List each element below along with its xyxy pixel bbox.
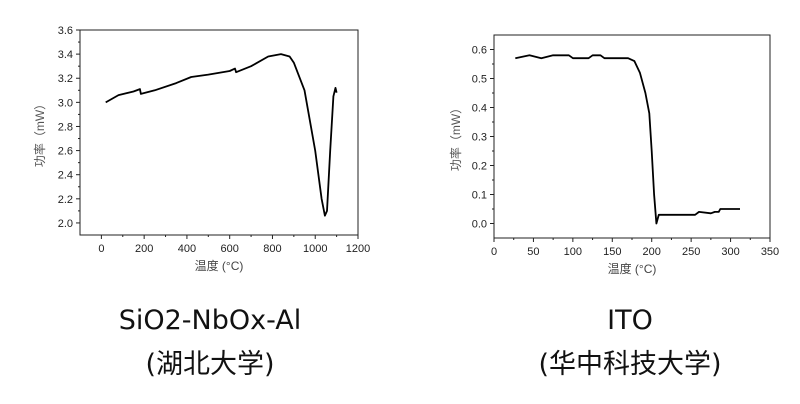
x-tick-label: 1200 bbox=[346, 243, 370, 255]
x-tick-label: 0 bbox=[491, 246, 497, 258]
y-tick-label: 3.0 bbox=[58, 97, 73, 109]
chart-2: 0 50 100 150 200 250 300 350 0.0 0.1 0.2 0.3 0.4 0.5 0… bbox=[448, 34, 779, 276]
x-tick-label: 50 bbox=[527, 246, 539, 258]
x-tick-label: 0 bbox=[98, 243, 104, 255]
y-tick-label: 3.6 bbox=[58, 25, 73, 37]
y-tick-label: 0.0 bbox=[472, 219, 487, 231]
y-tick-label: 0.2 bbox=[472, 161, 487, 173]
y-tick-label: 0.5 bbox=[472, 74, 487, 86]
x-tick-label: 1000 bbox=[303, 243, 327, 255]
y-tick-label: 0.3 bbox=[472, 132, 487, 144]
y-tick-label: 2.0 bbox=[58, 218, 73, 230]
chart2-title: ITO bbox=[607, 305, 653, 336]
y-tick-label: 0.1 bbox=[472, 190, 487, 202]
chart1-title: SiO2-NbOx-Al bbox=[118, 305, 302, 336]
x-tick-label: 350 bbox=[761, 246, 779, 258]
y-tick-label: 2.8 bbox=[58, 121, 73, 133]
series-line-SiO2-NbOx-Al bbox=[105, 53, 338, 217]
x-axis-label: 温度 (°C) bbox=[195, 258, 244, 273]
y-axis-label: 功率（mW） bbox=[448, 102, 463, 171]
x-tick-label: 200 bbox=[135, 243, 153, 255]
x-tick-label: 600 bbox=[221, 243, 239, 255]
x-tick-label: 250 bbox=[682, 246, 700, 258]
plot-frame bbox=[79, 29, 359, 236]
y-tick-label: 2.2 bbox=[58, 194, 73, 206]
y-tick-label: 2.4 bbox=[58, 170, 73, 182]
y-tick-label: 3.4 bbox=[58, 49, 73, 61]
x-tick-label: 200 bbox=[643, 246, 661, 258]
series-line-ITO bbox=[515, 54, 740, 225]
x-axis-label: 温度 (°C) bbox=[608, 261, 657, 276]
x-tick-label: 400 bbox=[178, 243, 196, 255]
y-axis-label: 功率（mW） bbox=[32, 98, 47, 167]
y-tick-label: 0.6 bbox=[472, 45, 487, 57]
y-tick-label: 3.2 bbox=[58, 73, 73, 85]
x-tick-label: 800 bbox=[263, 243, 281, 255]
y-tick-label: 0.4 bbox=[472, 103, 487, 115]
chart2-subtitle: (华中科技大学) bbox=[538, 349, 722, 380]
x-tick-label: 300 bbox=[721, 246, 739, 258]
x-tick-label: 100 bbox=[564, 246, 582, 258]
chart1-subtitle: (湖北大学) bbox=[145, 349, 275, 380]
x-tick-label: 150 bbox=[603, 246, 621, 258]
chart-1: 0 200 400 600 800 1000 1200 2.0 2.2 2.4 2.6 2.8 3.0 3… bbox=[32, 25, 370, 273]
plot-frame bbox=[493, 34, 771, 239]
y-tick-label: 2.6 bbox=[58, 146, 73, 158]
